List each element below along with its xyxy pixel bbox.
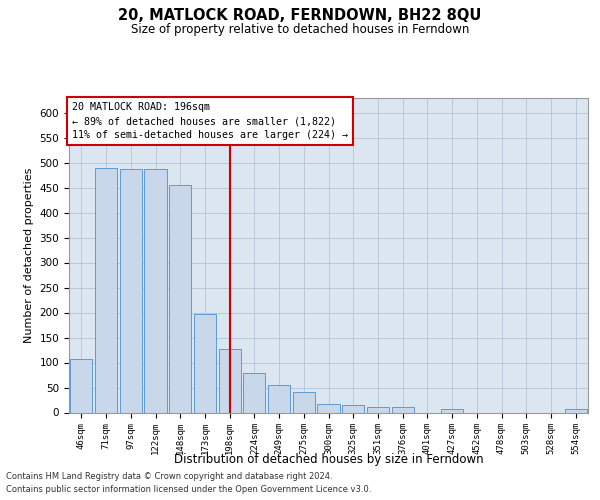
Bar xyxy=(119,169,142,412)
Bar xyxy=(218,349,241,412)
Bar xyxy=(169,184,191,412)
Text: Contains HM Land Registry data © Crown copyright and database right 2024.: Contains HM Land Registry data © Crown c… xyxy=(6,472,332,481)
Text: Distribution of detached houses by size in Ferndown: Distribution of detached houses by size … xyxy=(174,452,484,466)
Y-axis label: Number of detached properties: Number of detached properties xyxy=(24,168,34,342)
Text: 20 MATLOCK ROAD: 196sqm
← 89% of detached houses are smaller (1,822)
11% of semi: 20 MATLOCK ROAD: 196sqm ← 89% of detache… xyxy=(71,102,347,140)
Bar xyxy=(342,405,364,412)
Text: Contains public sector information licensed under the Open Government Licence v3: Contains public sector information licen… xyxy=(6,485,371,494)
Bar xyxy=(317,404,340,412)
Bar xyxy=(565,409,587,412)
Bar xyxy=(70,359,92,412)
Bar xyxy=(194,314,216,412)
Bar xyxy=(293,392,315,412)
Bar xyxy=(392,406,414,412)
Bar xyxy=(243,372,265,412)
Bar xyxy=(367,406,389,412)
Text: Size of property relative to detached houses in Ferndown: Size of property relative to detached ho… xyxy=(131,22,469,36)
Text: 20, MATLOCK ROAD, FERNDOWN, BH22 8QU: 20, MATLOCK ROAD, FERNDOWN, BH22 8QU xyxy=(118,8,482,22)
Bar xyxy=(145,169,167,412)
Bar xyxy=(268,385,290,412)
Bar xyxy=(441,409,463,412)
Bar xyxy=(95,168,117,412)
